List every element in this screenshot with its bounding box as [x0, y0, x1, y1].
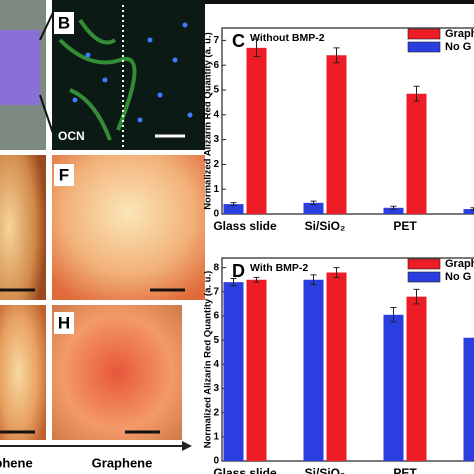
y-tick-label: 3 — [213, 383, 219, 394]
y-tick-label: 6 — [213, 311, 219, 322]
photo-g — [0, 305, 46, 440]
x-tick-label: PET — [393, 466, 417, 474]
chart-title: With BMP-2 — [250, 262, 308, 274]
y-tick-label: 8 — [213, 262, 219, 273]
x-tick-label: Si/SiO₂ — [305, 466, 346, 474]
panel-label: F — [59, 165, 69, 184]
bar — [303, 202, 324, 214]
x-tick-label: Si/SiO₂ — [305, 219, 346, 233]
error-bar — [413, 85, 420, 102]
cells — [58, 18, 137, 141]
legend-swatch — [407, 28, 441, 40]
error-bar — [333, 47, 340, 64]
error-bar — [413, 288, 420, 305]
chart-title: Without BMP-2 — [250, 32, 325, 44]
y-tick-label: 1 — [213, 431, 219, 442]
panel-label: B — [58, 13, 70, 32]
y-tick-label: 2 — [213, 159, 219, 170]
wafer — [0, 30, 40, 105]
y-tick-label: 4 — [213, 109, 219, 120]
bar — [326, 272, 347, 461]
error-bar — [253, 276, 260, 283]
legend-label: Graph — [445, 28, 474, 40]
legend-label: No G — [445, 271, 471, 283]
error-bar — [230, 278, 237, 287]
bar — [383, 207, 404, 214]
x-tick-label: Glass slide — [213, 219, 277, 233]
stain-label: OCN — [58, 129, 85, 143]
legend-label: Graph — [445, 258, 474, 270]
bar — [406, 296, 427, 461]
arrow-head — [182, 441, 192, 451]
bar — [463, 209, 474, 214]
bar — [223, 282, 244, 461]
y-tick-label: 4 — [213, 359, 219, 370]
error-bar — [253, 38, 260, 58]
photo-b — [52, 0, 205, 150]
bar — [463, 337, 474, 461]
error-bar — [333, 267, 340, 278]
panel-label-box — [54, 164, 74, 186]
axis-caption: Graphene — [0, 455, 33, 470]
y-tick-label: 7 — [213, 35, 219, 46]
bar — [246, 279, 267, 461]
legend-label: No G — [445, 41, 471, 53]
bar — [383, 314, 404, 461]
legend-swatch — [407, 41, 441, 53]
y-tick-label: 0 — [213, 209, 219, 220]
legend-swatch — [407, 258, 441, 270]
plot-frame — [221, 257, 474, 462]
bar — [406, 93, 427, 214]
y-tick-label: 6 — [213, 60, 219, 71]
error-bar — [230, 202, 237, 207]
photo-f — [52, 155, 205, 300]
y-axis-label: Normalized Alizarin Red Quantity (a. u.) — [203, 271, 214, 449]
panel-label: D — [232, 261, 245, 281]
panel-label: C — [232, 31, 245, 51]
error-bar — [310, 274, 317, 286]
bar — [303, 279, 324, 461]
panel-label-box — [54, 312, 74, 334]
error-bar — [390, 205, 397, 210]
bar — [223, 204, 244, 214]
y-tick-label: 7 — [213, 286, 219, 297]
panel-label: H — [58, 313, 70, 332]
plot-frame — [221, 27, 474, 215]
nuclei — [72, 22, 193, 123]
y-tick-label: 5 — [213, 335, 219, 346]
panel-label-box — [54, 12, 74, 34]
top-strip — [205, 0, 474, 4]
y-tick-label: 2 — [213, 407, 219, 418]
bar — [246, 47, 267, 215]
y-tick-label: 1 — [213, 184, 219, 195]
y-tick-label: 0 — [213, 456, 219, 467]
error-bar — [390, 307, 397, 323]
y-tick-label: 5 — [213, 85, 219, 96]
bar — [326, 55, 347, 214]
legend-swatch — [407, 271, 441, 283]
y-axis-label: Normalized Alizarin Red Quantity (a. u.) — [203, 32, 214, 210]
x-tick-label: Glass slide — [213, 466, 277, 474]
axis-caption: Graphene — [92, 455, 153, 470]
x-tick-label: PET — [393, 219, 417, 233]
error-bar — [310, 200, 317, 206]
y-tick-label: 3 — [213, 134, 219, 145]
photo-e — [0, 155, 46, 300]
